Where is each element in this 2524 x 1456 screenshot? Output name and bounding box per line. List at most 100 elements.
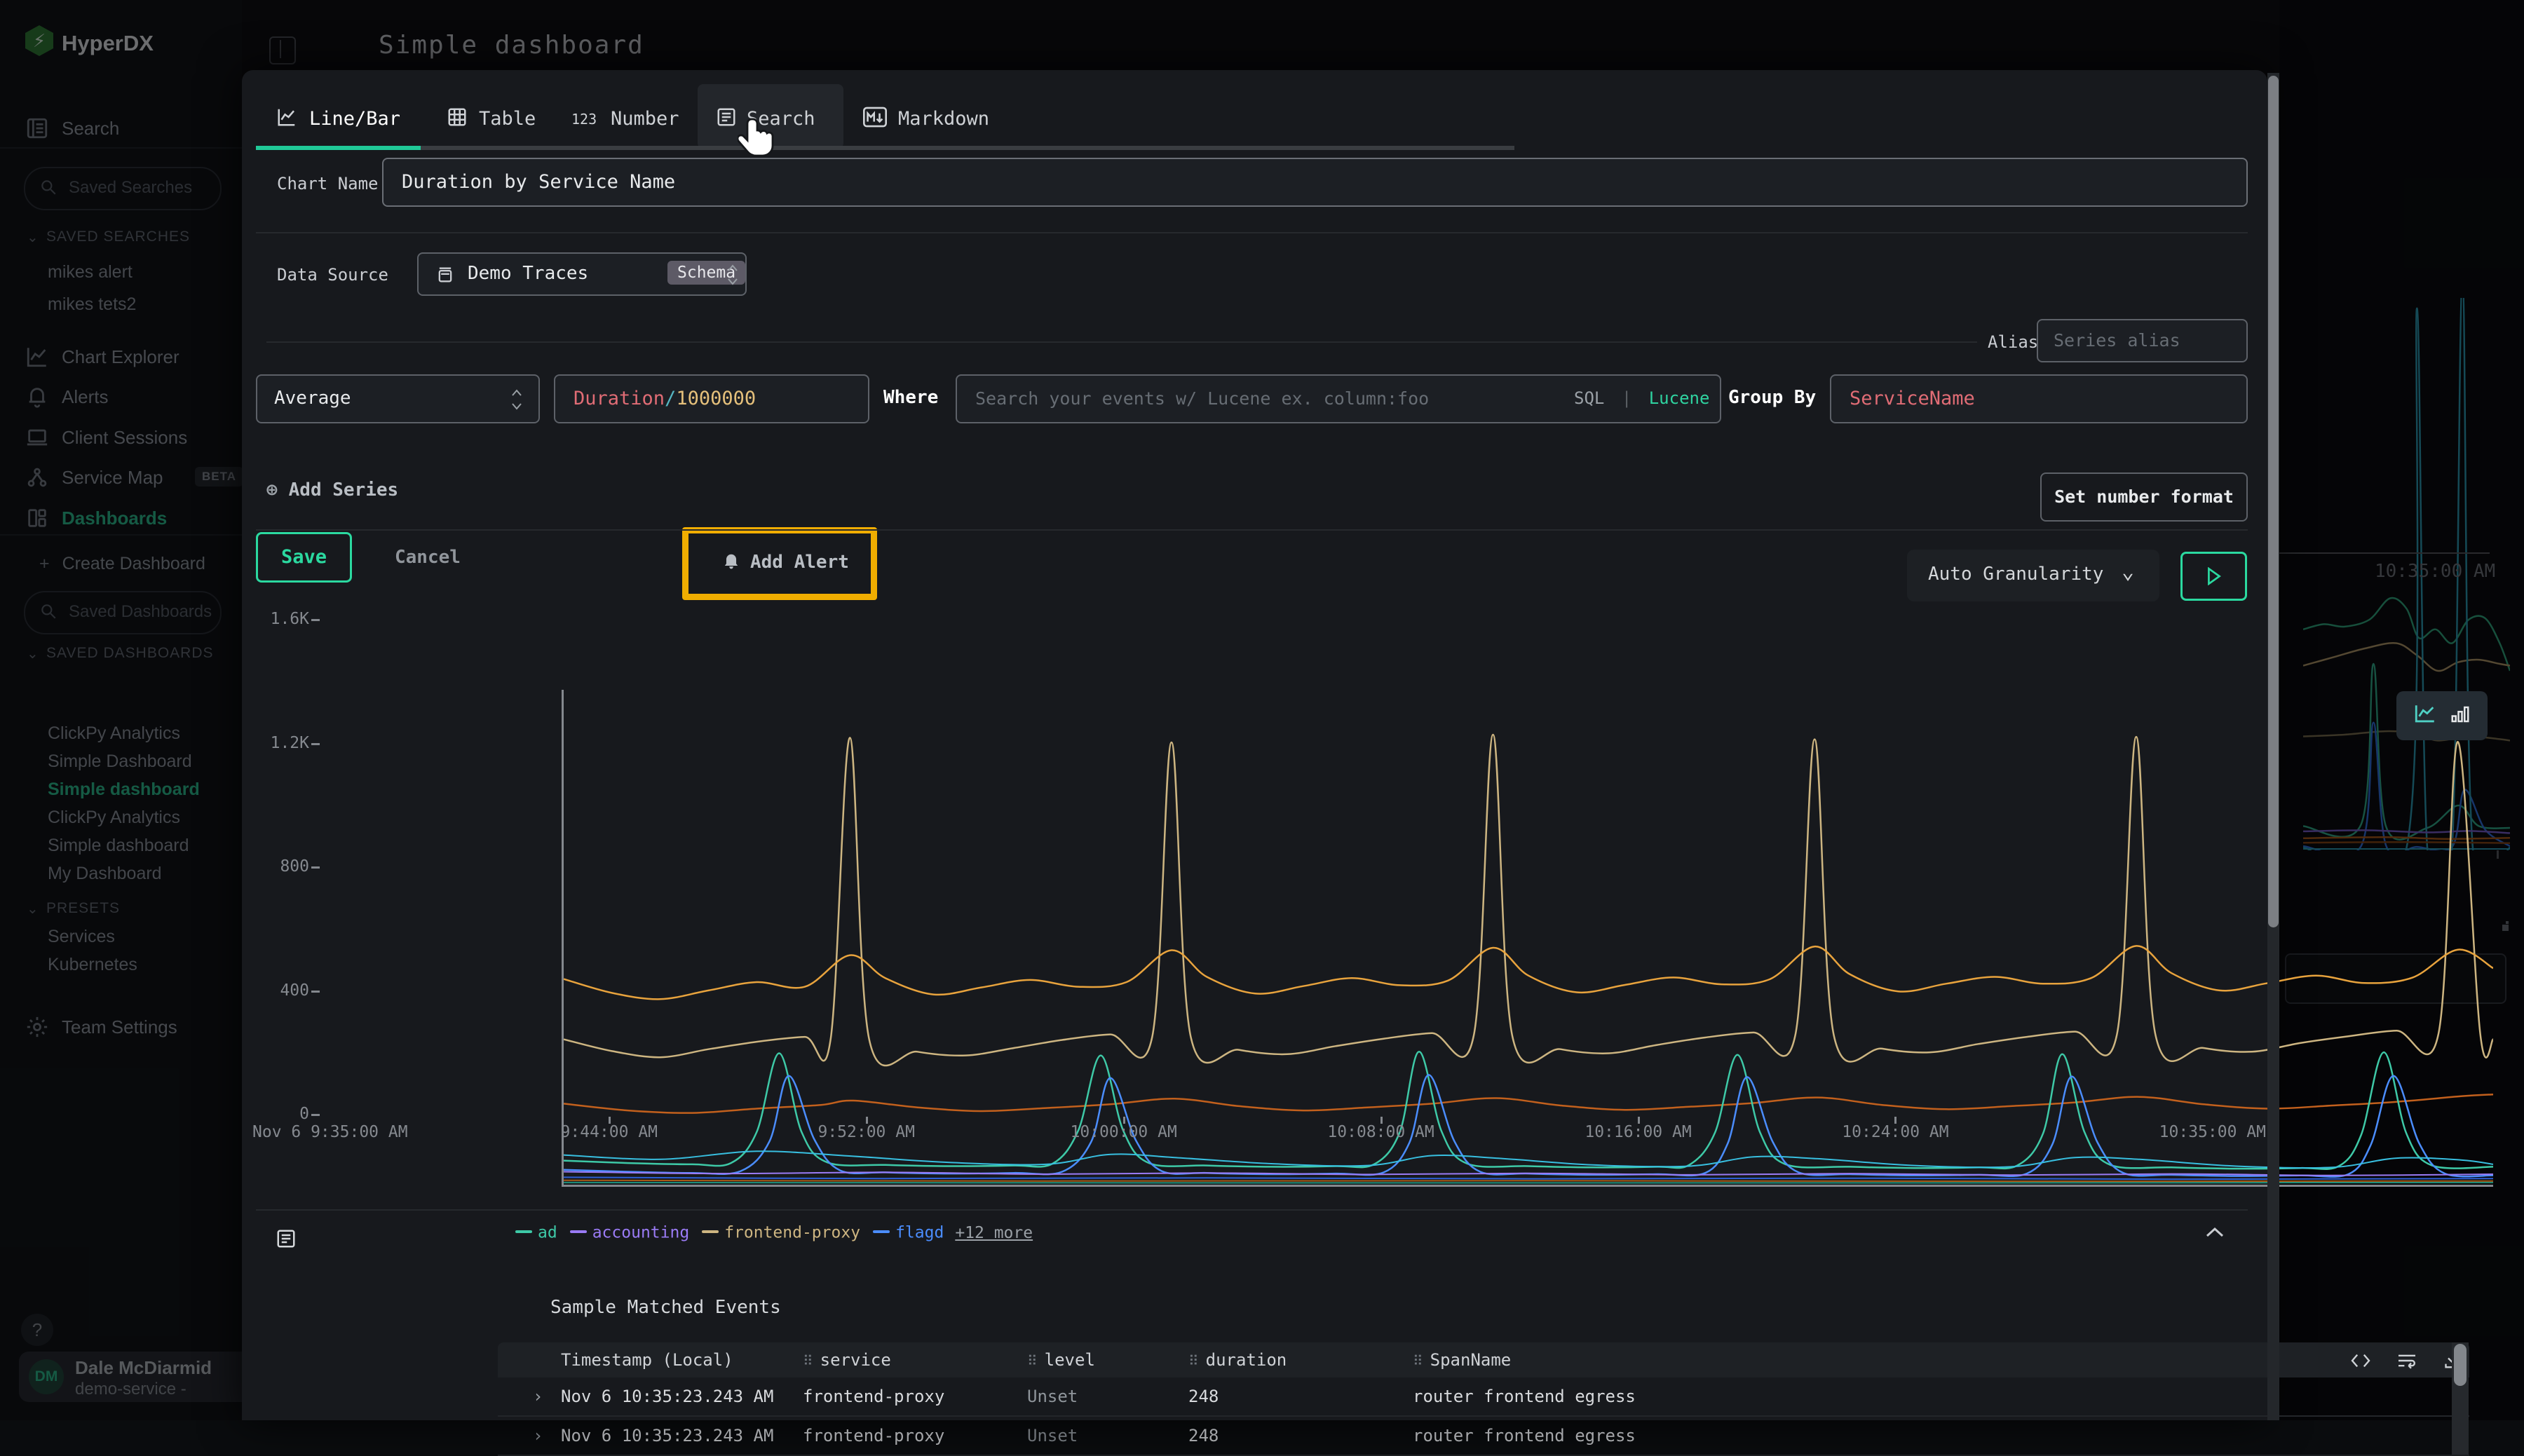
y-tick-label: 1.6K	[253, 610, 309, 628]
collapse-events-chevron-icon[interactable]	[2205, 1227, 2225, 1238]
y-tick-mark	[311, 743, 320, 745]
y-tick-label: 1.2K	[253, 734, 309, 752]
plus-circle-icon: ⊕	[266, 479, 278, 501]
alias-input[interactable]: Series alias	[2037, 319, 2248, 362]
select-chevrons-icon	[510, 384, 524, 415]
add-series-button[interactable]: ⊕Add Series	[266, 479, 398, 501]
y-tick-label: 800	[253, 857, 309, 876]
metric-expression-input[interactable]: Duration/1000000	[554, 374, 869, 423]
legend-more-link[interactable]: +12 more	[955, 1224, 1033, 1242]
duration-chart[interactable]	[562, 690, 2493, 1187]
database-icon	[435, 264, 455, 285]
language-toggle[interactable]: SQL | Lucene	[1574, 388, 1709, 408]
event-row[interactable]: › Nov 6 10:35:23.243 AM frontend-proxy U…	[498, 1417, 2469, 1456]
col-duration[interactable]: ⠿duration	[1188, 1350, 1413, 1370]
legend-item-accounting[interactable]: accounting	[592, 1224, 689, 1242]
event-row[interactable]: › Nov 6 10:35:23.243 AM frontend-proxy U…	[498, 1377, 2469, 1417]
group-by-input[interactable]: ServiceName	[1830, 374, 2248, 423]
edit-chart-modal: Line/Bar Table 123 Number Search Markdow…	[242, 70, 2267, 1420]
metric-value: 1000000	[676, 388, 756, 409]
code-view-icon[interactable]	[2350, 1350, 2381, 1370]
line-chart-icon	[276, 107, 299, 128]
legend-dash	[873, 1230, 890, 1233]
aggregation-select[interactable]: Average	[256, 374, 540, 423]
col-level[interactable]: ⠿level	[1027, 1350, 1188, 1370]
expand-row-chevron[interactable]: ›	[498, 1426, 561, 1445]
col-timestamp[interactable]: Timestamp (Local)	[561, 1350, 803, 1370]
x-tick-mark	[1380, 1117, 1383, 1124]
run-chart-button[interactable]	[2180, 552, 2247, 601]
group-by-label: Group By	[1728, 387, 1816, 408]
play-icon	[2206, 567, 2222, 585]
bell-icon	[722, 551, 740, 571]
number-123-icon: 123	[571, 111, 595, 132]
chart-legend[interactable]: ad accounting frontend-proxy flagd +12 more	[503, 1223, 1033, 1242]
tab-underline-active	[256, 146, 421, 150]
chart-name-label: Chart Name	[277, 174, 379, 193]
events-table-header: Timestamp (Local) ⠿service ⠿level ⠿durat…	[498, 1342, 2469, 1377]
where-label: Where	[883, 387, 938, 408]
drag-handle-icon[interactable]: ⠿	[803, 1352, 813, 1369]
table-icon	[447, 107, 470, 128]
y-tick-mark	[311, 1114, 320, 1116]
mouse-cursor-hand	[738, 118, 774, 158]
expand-row-chevron[interactable]: ›	[498, 1387, 561, 1406]
x-tick-label: 10:16:00 AM	[1585, 1123, 1691, 1141]
section-divider	[256, 1209, 2248, 1211]
x-tick-mark	[1894, 1117, 1897, 1124]
granularity-select[interactable]: Auto Granularity ⌄	[1907, 550, 2159, 601]
modal-scrollbar[interactable]	[2267, 73, 2279, 1420]
chart-series	[564, 1177, 2493, 1179]
where-search-input[interactable]: Search your events w/ Lucene ex. column:…	[956, 374, 1721, 423]
chart-series	[564, 1094, 2493, 1113]
section-divider	[256, 232, 2248, 233]
y-tick-label: 0	[253, 1105, 309, 1123]
metric-operator: /	[665, 388, 676, 409]
wrap-lines-icon[interactable]	[2396, 1350, 2427, 1370]
x-tick-mark	[1638, 1117, 1640, 1124]
legend-dash	[702, 1230, 719, 1233]
legend-item-frontend-proxy[interactable]: frontend-proxy	[724, 1224, 860, 1242]
data-source-select[interactable]: Demo Traces Schema	[417, 252, 747, 296]
alias-divider	[266, 341, 1977, 343]
y-tick-mark	[311, 991, 320, 993]
line-chart-toggle-icon	[2413, 702, 2437, 726]
drag-handle-icon[interactable]: ⠿	[1413, 1352, 1423, 1369]
data-source-label: Data Source	[277, 265, 388, 285]
set-number-format-button[interactable]: Set number format	[2040, 472, 2248, 522]
x-tick-label: Nov 6 9:35:00 AM	[252, 1123, 408, 1141]
tab-underline-track	[256, 146, 1514, 150]
alias-label: Alias	[1988, 332, 2038, 352]
alias-placeholder: Series alias	[2054, 330, 2180, 351]
legend-item-flagd[interactable]: flagd	[895, 1224, 944, 1242]
chart-series-ad	[564, 1052, 2493, 1169]
chevron-down-icon: ⌄	[2122, 559, 2134, 584]
x-tick-label: 10:24:00 AM	[1842, 1123, 1948, 1141]
search-list-icon	[716, 107, 740, 128]
select-chevrons-icon	[726, 259, 740, 290]
events-panel-title: Sample Matched Events	[550, 1297, 781, 1318]
y-tick-label: 400	[253, 981, 309, 1000]
col-service[interactable]: ⠿service	[803, 1350, 1027, 1370]
where-placeholder: Search your events w/ Lucene ex. column:…	[975, 388, 1429, 409]
x-tick-label: 10:00:00 AM	[1070, 1123, 1176, 1141]
legend-item-ad[interactable]: ad	[538, 1224, 557, 1242]
add-alert-button[interactable]: Add Alert	[722, 551, 849, 573]
drag-handle-icon[interactable]: ⠿	[1188, 1352, 1199, 1369]
x-tick-mark	[1123, 1117, 1125, 1124]
x-tick-label: 10:35:00 AM	[2159, 1123, 2266, 1141]
x-tick-mark	[866, 1117, 868, 1124]
chart-name-input[interactable]: Duration by Service Name	[382, 158, 2248, 207]
chart-type-toggle[interactable]	[2396, 691, 2488, 740]
save-button[interactable]: Save	[256, 532, 352, 583]
col-spanname[interactable]: ⠿SpanName	[1413, 1350, 2350, 1370]
events-list-icon	[276, 1228, 297, 1249]
legend-dash	[570, 1230, 587, 1233]
x-tick-label: 10:08:00 AM	[1327, 1123, 1434, 1141]
drag-handle-icon[interactable]: ⠿	[1027, 1352, 1038, 1369]
cancel-button[interactable]: Cancel	[395, 547, 461, 568]
y-tick-mark	[311, 866, 320, 869]
add-alert-highlight-annotation: Add Alert	[682, 527, 877, 600]
metric-field: Duration	[574, 388, 665, 409]
markdown-icon	[863, 107, 887, 128]
